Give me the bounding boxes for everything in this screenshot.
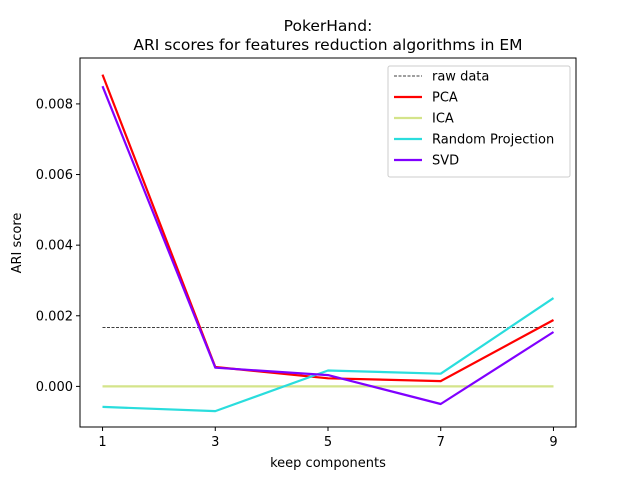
legend-label: ICA	[432, 112, 454, 127]
series-line-svd	[101, 85, 555, 406]
y-tick-label: 0.000	[36, 380, 73, 395]
plot-lines	[101, 74, 555, 413]
x-tick-label: 1	[98, 435, 106, 450]
legend-label: SVD	[432, 154, 459, 169]
series-line-pca	[101, 74, 555, 383]
legend-box	[387, 65, 571, 178]
legend-label: Random Projection	[432, 133, 554, 148]
y-tick-label: 0.008	[36, 97, 73, 112]
x-tick-label: 7	[437, 435, 445, 450]
y-tick-label: 0.006	[36, 168, 73, 183]
series-line-random-projection	[102, 297, 555, 413]
x-axis-label: keep components	[270, 456, 386, 471]
chart-subtitle: ARI scores for features reduction algori…	[133, 36, 522, 54]
legend: raw data PCA ICA Random Projection SVD	[387, 65, 571, 178]
x-axis-ticks: 1 3 5 7 9	[98, 427, 558, 450]
y-axis-ticks: 0.000 0.002 0.004 0.006 0.008	[36, 97, 80, 395]
y-tick-label: 0.004	[36, 239, 73, 254]
chart-title: PokerHand:	[284, 17, 373, 35]
x-tick-label: 5	[324, 435, 332, 450]
legend-label: raw data	[432, 70, 489, 85]
x-tick-label: 9	[549, 435, 557, 450]
x-tick-label: 3	[211, 435, 219, 450]
y-tick-label: 0.002	[36, 309, 73, 324]
y-axis-label: ARI score	[10, 213, 25, 274]
legend-label: PCA	[432, 91, 458, 106]
